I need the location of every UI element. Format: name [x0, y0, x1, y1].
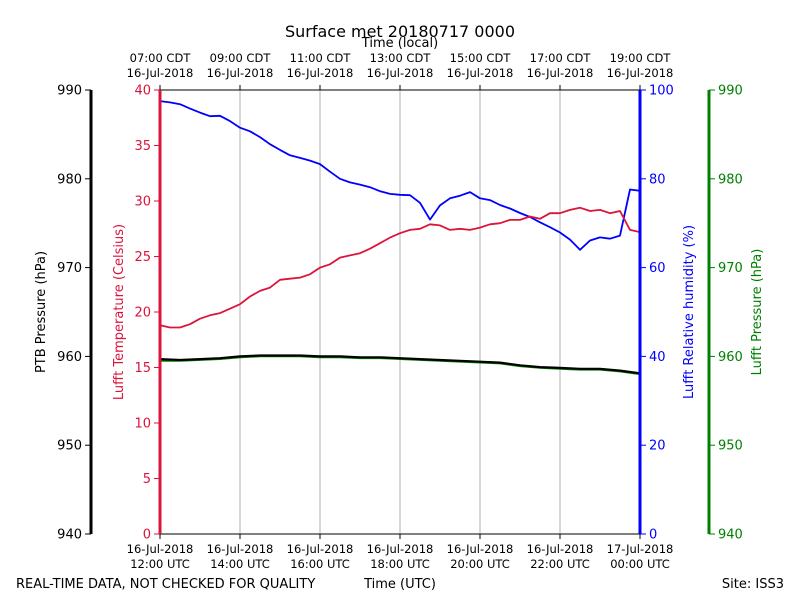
- x-tick-label-utc-time: 22:00 UTC: [530, 557, 590, 571]
- temperature-tick-label: 20: [134, 306, 151, 321]
- temperature-tick-label: 30: [134, 195, 151, 210]
- x-tick-label-utc-date: 17-Jul-2018: [607, 542, 674, 556]
- x-tick-label-local-time: 17:00 CDT: [530, 51, 592, 65]
- x-tick-label-utc-date: 16-Jul-2018: [287, 542, 354, 556]
- ptb-pressure-tick-label: 940: [57, 528, 82, 543]
- vertical-gridlines: [239, 90, 561, 534]
- x-tick-label-utc-date: 16-Jul-2018: [127, 542, 194, 556]
- x-tick-label-utc-time: 14:00 UTC: [210, 557, 270, 571]
- x-tick-label-utc-date: 16-Jul-2018: [207, 542, 274, 556]
- x-tick-label-local-date: 16-Jul-2018: [287, 66, 354, 80]
- humidity-tick-label: 100: [649, 84, 674, 99]
- series-layer: [159, 100, 641, 376]
- x-axis-label: Time (UTC): [363, 577, 436, 592]
- humidity-tick-label: 20: [649, 439, 666, 454]
- humidity-tick-label: 0: [649, 528, 657, 543]
- temperature-tick-label: 40: [134, 84, 151, 99]
- humidity-tick-label: 60: [649, 261, 666, 276]
- x-tick-label-local-time: 13:00 CDT: [370, 51, 432, 65]
- series-line-lufft-temperature: [159, 206, 641, 329]
- x-tick-label-utc-time: 20:00 UTC: [450, 557, 510, 571]
- x-tick-label-utc-time: 00:00 UTC: [610, 557, 670, 571]
- x-tick-label-utc-time: 12:00 UTC: [130, 557, 190, 571]
- chart-title: Surface met 20180717 0000: [285, 22, 515, 41]
- ptb-pressure-tick-label: 980: [57, 172, 82, 187]
- temperature-axis-label: Lufft Temperature (Celsius): [112, 224, 127, 400]
- lufft-pressure-axis-label: Lufft Pressure (hPa): [750, 249, 765, 376]
- x-tick-label-utc-date: 16-Jul-2018: [367, 542, 434, 556]
- x-tick-label-local-time: 07:00 CDT: [130, 51, 192, 65]
- x-tick-label-utc-date: 16-Jul-2018: [447, 542, 514, 556]
- lufft-pressure-tick-label: 970: [718, 261, 743, 276]
- humidity-tick-label: 80: [649, 172, 666, 187]
- axes-layer: 940 950 960 970 980 990 0 5 10 15 20 25 30 35 40 0 20 40 6…: [57, 51, 743, 571]
- x-tick-label-local-date: 16-Jul-2018: [127, 66, 194, 80]
- temperature-tick-label: 10: [134, 417, 151, 432]
- ptb-pressure-tick-label: 970: [57, 261, 82, 276]
- footer-disclaimer: REAL-TIME DATA, NOT CHECKED FOR QUALITY: [16, 577, 315, 592]
- lufft-pressure-tick-label: 950: [718, 439, 743, 454]
- ptb-pressure-axis-label: PTB Pressure (hPa): [34, 251, 49, 373]
- lufft-pressure-tick-label: 980: [718, 172, 743, 187]
- temperature-tick-label: 0: [143, 528, 151, 543]
- x-tick-label-local-date: 16-Jul-2018: [607, 66, 674, 80]
- ptb-pressure-tick-label: 950: [57, 439, 82, 454]
- x-tick-label-local-date: 16-Jul-2018: [207, 66, 274, 80]
- series-line-ptb-pressure: [159, 354, 641, 375]
- x-tick-label-local-time: 11:00 CDT: [290, 51, 352, 65]
- x-tick-label-utc-time: 16:00 UTC: [290, 557, 350, 571]
- temperature-tick-label: 15: [134, 361, 151, 376]
- x-tick-label-utc-time: 18:00 UTC: [370, 557, 430, 571]
- humidity-tick-label: 40: [649, 350, 666, 365]
- temperature-tick-label: 5: [143, 472, 151, 487]
- humidity-axis-label: Lufft Relative humidity (%): [682, 225, 697, 399]
- site-label: Site: ISS3: [722, 577, 784, 592]
- x-tick-label-utc-date: 16-Jul-2018: [527, 542, 594, 556]
- lufft-pressure-tick-label: 960: [718, 350, 743, 365]
- temperature-tick-label: 25: [134, 250, 151, 265]
- ptb-pressure-tick-label: 990: [57, 84, 82, 99]
- x-tick-label-local-date: 16-Jul-2018: [527, 66, 594, 80]
- x-tick-label-local-time: 15:00 CDT: [450, 51, 512, 65]
- top-axis-label: Time (local): [361, 36, 438, 51]
- lufft-pressure-tick-label: 940: [718, 528, 743, 543]
- x-tick-label-local-time: 19:00 CDT: [610, 51, 672, 65]
- x-tick-label-local-date: 16-Jul-2018: [447, 66, 514, 80]
- x-tick-label-local-date: 16-Jul-2018: [367, 66, 434, 80]
- series-line-lufft-relative-humidity: [159, 100, 641, 251]
- temperature-tick-label: 35: [134, 139, 151, 154]
- lufft-pressure-tick-label: 990: [718, 84, 743, 99]
- x-tick-label-local-time: 09:00 CDT: [210, 51, 272, 65]
- ptb-pressure-tick-label: 960: [57, 350, 82, 365]
